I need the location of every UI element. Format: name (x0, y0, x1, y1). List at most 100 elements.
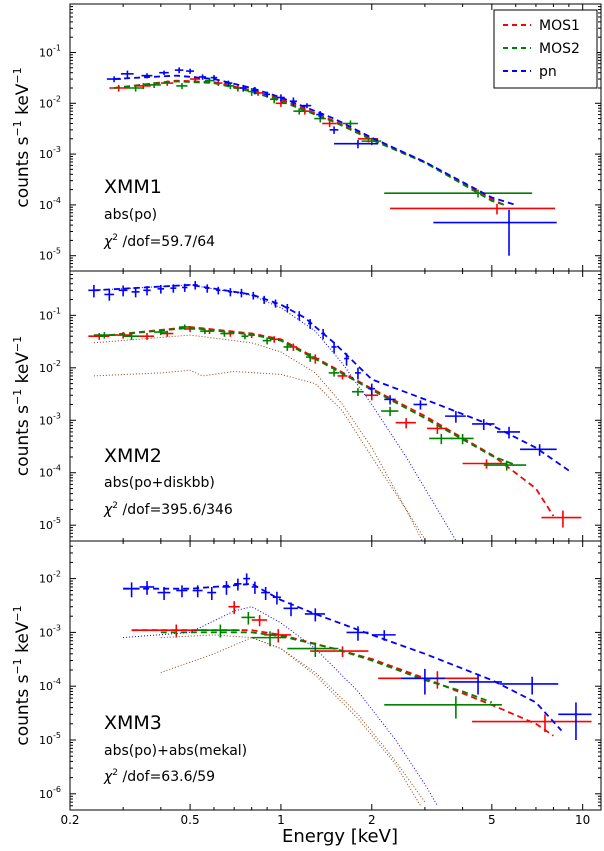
x-axis-label: Energy [keV] (282, 826, 398, 847)
mos2-data-point (483, 460, 527, 471)
pn-data-point (118, 285, 128, 297)
pn-data-point (384, 395, 396, 405)
y-tick-label: 10-4 (39, 464, 61, 480)
pn-data-point (120, 70, 134, 78)
panel2-chi2: χ2 /dof=395.6/346 (103, 501, 233, 518)
panel2-frame (69, 270, 602, 542)
pn-model-line (123, 582, 563, 732)
pn-data-point (368, 383, 375, 396)
pn-data-point (297, 311, 301, 321)
panel3-name: XMM3 (104, 712, 162, 734)
x-tick-label: 2 (368, 813, 376, 827)
pn-data-point (186, 68, 194, 74)
pn-data-point (401, 668, 446, 695)
pn-data-point (273, 299, 278, 308)
y-tick-label: 10-3 (39, 623, 61, 639)
mos1-data-point (472, 714, 592, 733)
y-tick-label: 10-5 (39, 731, 61, 747)
y-tick-label: 10-5 (39, 516, 61, 532)
panel3: 10-6 10-5 10-4 10-3 10-2 counts s−1 keV−1 (11, 540, 602, 811)
y-tick-label: 10-2 (39, 94, 61, 110)
pn-data-point (141, 73, 153, 79)
mos2-data-point (429, 433, 453, 445)
x-tick-label: 5 (488, 813, 496, 827)
pn-data-point (472, 419, 495, 431)
pn-data-point (157, 586, 171, 601)
pn-data-point (222, 581, 231, 595)
legend-box (493, 9, 598, 89)
mos2-data-point (123, 333, 140, 340)
pn-data-point (216, 286, 221, 295)
component-model-line (93, 334, 427, 541)
pn-data-point (251, 86, 259, 95)
pn-data-point (355, 367, 361, 380)
legend-mos1-label: MOS1 (539, 18, 580, 34)
pn-data-point (331, 342, 337, 354)
pn-data-point (210, 75, 218, 81)
pn-model-line (114, 74, 516, 206)
mos2-data-point (381, 406, 399, 417)
y-tick-label: 10-3 (39, 145, 61, 161)
pn-data-point (520, 444, 557, 456)
component-model-line (160, 637, 421, 806)
mos1-model-line (113, 79, 505, 206)
mos2-data-point (305, 353, 315, 362)
mos2-data-point (241, 333, 249, 340)
pn-data-point (264, 91, 270, 98)
mos2-data-point (287, 642, 339, 657)
mos2-data-point (262, 337, 272, 345)
mos1-data-point (462, 459, 507, 469)
mos2-data-point (176, 83, 188, 90)
pn-data-point (176, 585, 188, 598)
pn-data-point (334, 139, 379, 149)
y-tick-label: 10-2 (39, 359, 61, 375)
mos2-data-point (127, 84, 144, 92)
pn-data-point (159, 70, 169, 76)
pn-data-point (302, 103, 312, 109)
panel2-model: abs(po+diskbb) (104, 475, 215, 491)
pn-data-point (558, 702, 592, 741)
pn-data-point (496, 426, 521, 439)
mos2-data-point (179, 324, 191, 330)
panel1-chi2: χ2 /dof=59.7/64 (103, 233, 215, 250)
mos2-model-line (160, 631, 493, 704)
y-axis-label: counts s−1 keV−1 (11, 67, 33, 207)
pn-data-point (204, 284, 210, 293)
y-tick-label: 10-3 (39, 411, 61, 427)
mos1-data-point (541, 510, 582, 528)
mos1-data-point (88, 333, 110, 340)
pn-data-point (143, 286, 151, 296)
pn-data-point (88, 284, 100, 298)
mos2-data-point (197, 624, 240, 638)
panel3-model: abs(po)+abs(mekal) (104, 743, 247, 759)
pn-data-point (445, 411, 466, 423)
mos2-data-point (384, 189, 533, 198)
panel3-chi2: χ2 /dof=63.6/59 (103, 768, 215, 785)
pn-data-point (192, 281, 198, 290)
mos2-model-line (114, 80, 505, 206)
mos2-data-point (226, 83, 235, 90)
y-axis-label: counts s−1 keV−1 (11, 605, 33, 745)
mos1-data-point (264, 629, 292, 643)
legend: MOS1 MOS2 pn (493, 9, 598, 89)
panel2: 10-5 10-4 10-3 10-2 10-1 counts s−1 keV−1 (11, 270, 602, 542)
mos1-data-point (395, 418, 416, 429)
pn-data-point (174, 67, 184, 74)
mos2-data-point (283, 343, 292, 351)
pn-data-point (285, 303, 290, 313)
y-tick-label: 10-4 (39, 677, 61, 693)
pn-model-line (93, 283, 570, 472)
mos1-model-line (131, 629, 554, 737)
pn-data-point (104, 289, 115, 301)
x-tick-label: 0.2 (60, 813, 79, 827)
legend-pn-label: pn (539, 64, 557, 80)
mos2-data-point (450, 433, 474, 445)
y-tick-label: 10-6 (39, 785, 61, 801)
mos1-data-point (251, 615, 268, 627)
pn-data-point (261, 586, 270, 601)
y-tick-label: 10-1 (39, 306, 61, 322)
component-model-line (123, 606, 438, 806)
x-tick-label: 0.5 (181, 813, 200, 827)
mos2-data-point (93, 332, 115, 339)
